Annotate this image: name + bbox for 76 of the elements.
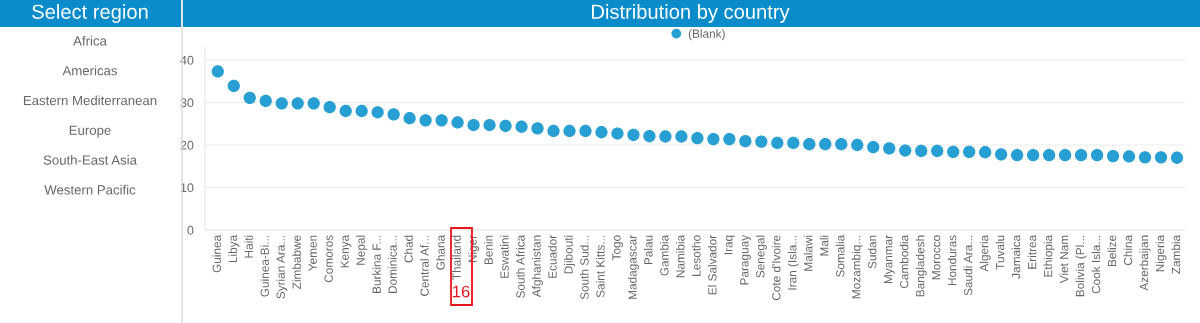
x-tick-label: El Salvador xyxy=(707,235,717,295)
text: Western Pacific xyxy=(44,184,136,195)
x-tick-label: Myanmar xyxy=(884,235,895,284)
x-tick-label: Eritrea xyxy=(1027,234,1037,269)
x-tick-label: Malawi xyxy=(803,235,813,271)
text: Europe xyxy=(69,125,111,138)
text: 16 xyxy=(453,285,470,298)
x-tick-label: Haiti xyxy=(244,235,253,258)
x-tick-label: Senegal xyxy=(755,235,767,278)
x-tick-label: Burkina F... xyxy=(372,235,381,293)
x-tick-label: Ecuador xyxy=(548,235,557,278)
x-tick-label: Sudan xyxy=(867,235,877,269)
x-tick-label: Comoros xyxy=(324,235,333,283)
legend-label: (Blank) xyxy=(688,29,725,41)
text: Americas xyxy=(62,65,118,76)
x-tick-label: South Africa xyxy=(516,234,525,298)
x-tick-label: Nepal xyxy=(356,235,368,265)
y-tick-label: 0 xyxy=(187,225,194,235)
x-tick-label: Benin xyxy=(484,235,493,265)
x-tick-label: Afghanistan xyxy=(532,235,544,298)
y-tick-label: 30 xyxy=(180,98,194,108)
x-tick-label: Mali xyxy=(819,235,829,256)
x-tick-label: Nigeria xyxy=(1155,234,1167,272)
text: Africa xyxy=(73,35,107,46)
x-tick-label: Central Af... xyxy=(420,235,429,296)
x-tick-label: Dominica... xyxy=(388,235,397,293)
x-tick-label: Lesotho xyxy=(691,235,701,276)
x-tick-label: Cambodia xyxy=(899,234,909,289)
x-tick-label: China xyxy=(1123,234,1133,266)
x-tick-label: Gambia xyxy=(659,234,669,276)
chart-title: Distribution by country xyxy=(592,4,790,23)
x-tick-label: Ethiopia xyxy=(1043,234,1055,277)
x-tick-label: Libya xyxy=(228,234,240,263)
x-tick-label: Bolivia (Pl... xyxy=(1075,235,1087,297)
x-tick-label: Yemen xyxy=(308,235,317,271)
text: Eastern Mediterranean xyxy=(23,95,157,106)
x-tick-label: Belize xyxy=(1107,235,1117,267)
x-tick-label: Zimbabwe xyxy=(292,235,301,289)
x-tick-label: Iraq xyxy=(724,235,735,255)
y-tick-label: 10 xyxy=(180,183,194,193)
x-tick-label: Somalia xyxy=(835,234,845,277)
x-tick-label: Ghana xyxy=(436,234,445,270)
x-tick-label: Saint Kitts... xyxy=(595,235,605,298)
x-tick-label: Togo xyxy=(612,235,623,261)
x-tick-label: Djibouti xyxy=(564,235,575,274)
text: Select region xyxy=(32,4,148,23)
x-tick-label: Jamaica xyxy=(1011,234,1021,279)
x-tick-label: Palau xyxy=(643,235,653,265)
text: South-East Asia xyxy=(43,155,137,165)
x-tick-label: Namibia xyxy=(675,234,685,278)
x-tick-label: Zambia xyxy=(1171,234,1181,274)
x-tick-label: Tuvalu xyxy=(995,235,1005,270)
x-tick-label: Niger xyxy=(468,235,480,263)
x-tick-label: Mozambiq... xyxy=(851,235,863,299)
x-tick-label: Saudi Ara... xyxy=(963,235,973,296)
x-tick-label: Paraguay xyxy=(740,234,751,285)
x-tick-label: South Sud... xyxy=(579,235,589,300)
x-tick-label: Iran (Isla... xyxy=(787,235,799,290)
x-tick-label: Thailand xyxy=(452,235,461,280)
x-tick-label: Syrian Ara... xyxy=(276,235,288,299)
x-tick-label: Cook Isla... xyxy=(1091,235,1101,294)
x-tick-label: Madagascar xyxy=(627,235,639,299)
y-tick-label: 20 xyxy=(180,140,194,150)
x-tick-label: Algeria xyxy=(979,234,991,272)
y-tick-label: 40 xyxy=(180,55,194,65)
x-tick-label: Azerbaijan xyxy=(1139,235,1151,291)
x-tick-label: Viet Nam xyxy=(1059,235,1069,284)
x-tick-label: Kenya xyxy=(340,234,352,268)
x-tick-label: Cote d'Ivoire xyxy=(771,235,781,301)
x-tick-label: Morocco xyxy=(932,235,941,280)
x-tick-label: Guinea xyxy=(212,234,221,273)
x-tick-label: Chad xyxy=(404,235,413,263)
x-tick-label: Guinea-Bi... xyxy=(260,235,269,297)
x-tick-label: Eswatini xyxy=(500,235,509,278)
x-tick-label: Bangladesh xyxy=(915,235,927,297)
x-tick-label: Honduras xyxy=(947,235,957,286)
